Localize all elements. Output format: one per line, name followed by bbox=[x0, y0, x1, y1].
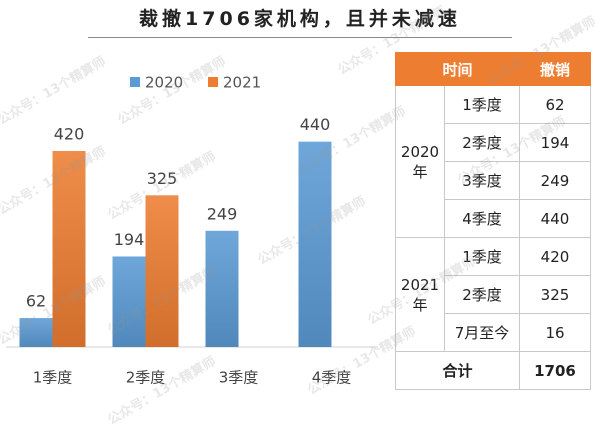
period-cell: 2季度 bbox=[444, 123, 520, 162]
x-tick-label: 2季度 bbox=[126, 369, 166, 387]
bar-shade bbox=[112, 256, 146, 347]
page: 裁撤1706家机构，且并未减速 2020 2021 1季度 62 420 2季度 194 32… bbox=[0, 4, 599, 428]
year-cell: 2020年 bbox=[395, 85, 445, 238]
header-cell: 时间 bbox=[395, 52, 520, 86]
title: 裁撤1706家机构，且并未减速 bbox=[139, 8, 461, 30]
value-cell: 325 bbox=[519, 275, 591, 314]
data-table: 时间 撤销 2020年 1季度 62 2季度 194 3季度 249 4季度 440 2021年 1季度… bbox=[395, 52, 591, 390]
legend-label: 2021 bbox=[223, 74, 261, 92]
table-row: 2020年 1季度 62 bbox=[395, 85, 591, 238]
data-label: 194 bbox=[114, 230, 145, 249]
x-tick-label: 4季度 bbox=[312, 369, 352, 387]
period-cell: 3季度 bbox=[444, 161, 520, 200]
data-label: 325 bbox=[147, 169, 178, 188]
table-row: 2季度 325 bbox=[396, 275, 591, 314]
value-cell: 249 bbox=[519, 161, 591, 200]
x-tick-label: 3季度 bbox=[219, 369, 259, 387]
table-row: 3季度 249 bbox=[396, 161, 591, 200]
table-row: 时间 撤销 bbox=[395, 52, 591, 86]
period-cell: 2季度 bbox=[444, 275, 520, 314]
value-cell: 420 bbox=[519, 237, 591, 276]
legend-label: 2020 bbox=[145, 74, 183, 92]
table-row: 合计 1706 bbox=[395, 351, 591, 390]
bar-shade bbox=[52, 151, 86, 347]
table-row: 2021年 1季度 420 bbox=[395, 237, 591, 352]
value-cell: 440 bbox=[519, 199, 591, 238]
bar-shade bbox=[145, 195, 179, 347]
value-cell: 16 bbox=[519, 313, 591, 352]
table-row: 7月至今 16 bbox=[396, 313, 591, 352]
x-tick-label: 1季度 bbox=[33, 369, 73, 387]
value-cell: 62 bbox=[519, 85, 591, 124]
header-cell: 撤销 bbox=[519, 52, 591, 86]
period-cell: 1季度 bbox=[444, 237, 520, 276]
data-label: 249 bbox=[207, 204, 238, 223]
title-rule bbox=[88, 37, 512, 38]
table-row: 4季度 440 bbox=[396, 199, 591, 238]
legend-swatch bbox=[130, 77, 140, 87]
legend-swatch bbox=[208, 77, 218, 87]
total-value: 1706 bbox=[519, 351, 591, 390]
bar-shade bbox=[205, 230, 239, 347]
data-label: 440 bbox=[300, 115, 331, 134]
chart: 2020 2021 1季度 62 420 2季度 194 325 3季度 249 4季度 440 bbox=[6, 74, 378, 387]
bar-shade bbox=[298, 141, 332, 347]
total-label: 合计 bbox=[395, 351, 520, 390]
data-label: 62 bbox=[26, 292, 46, 311]
value-cell: 194 bbox=[519, 123, 591, 162]
period-cell: 7月至今 bbox=[444, 313, 520, 352]
year-cell: 2021年 bbox=[395, 237, 445, 352]
period-cell: 1季度 bbox=[444, 85, 520, 124]
data-label: 420 bbox=[54, 125, 85, 144]
period-cell: 4季度 bbox=[444, 199, 520, 238]
bar-shade bbox=[19, 318, 53, 347]
